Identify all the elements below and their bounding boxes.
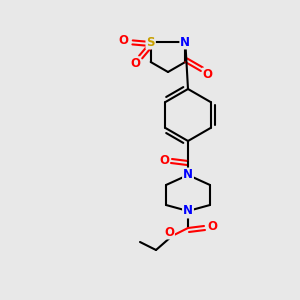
Text: O: O [164, 226, 174, 238]
Text: N: N [180, 35, 190, 49]
Text: O: O [207, 220, 217, 233]
Text: N: N [183, 169, 193, 182]
Text: O: O [119, 34, 129, 47]
Text: O: O [159, 154, 169, 166]
Text: O: O [130, 57, 140, 70]
Text: O: O [203, 68, 213, 82]
Text: S: S [146, 35, 155, 49]
Text: N: N [183, 205, 193, 218]
